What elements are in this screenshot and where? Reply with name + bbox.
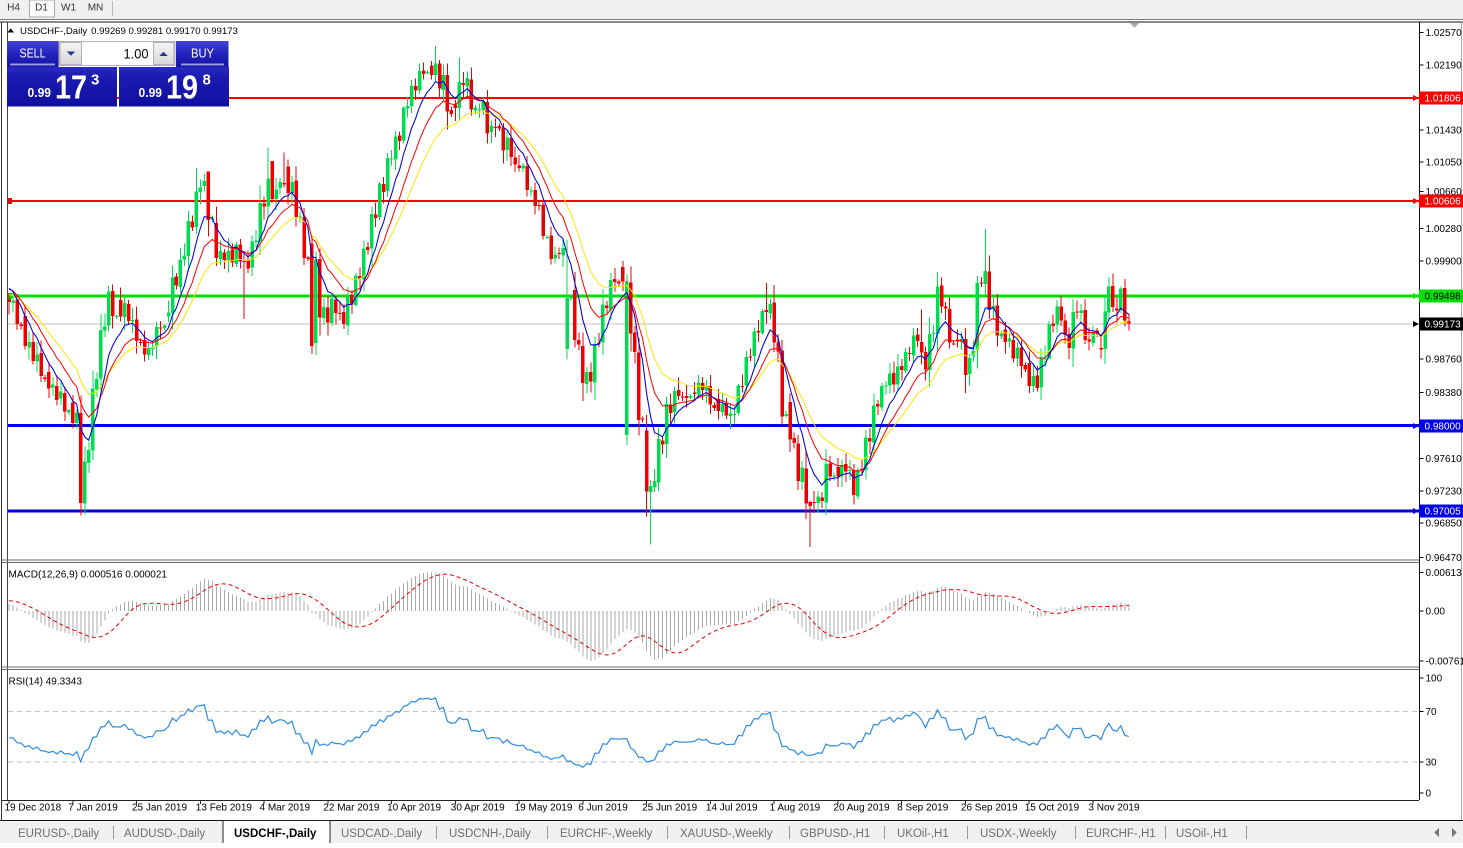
svg-text:USDX-,Weekly: USDX-,Weekly: [980, 828, 1057, 840]
svg-text:8 Sep 2019: 8 Sep 2019: [897, 803, 949, 814]
svg-text:1.01806: 1.01806: [1425, 94, 1462, 105]
svg-text:BUY: BUY: [191, 47, 215, 61]
svg-text:MN: MN: [88, 3, 104, 14]
svg-text:4 Mar 2019: 4 Mar 2019: [260, 803, 311, 814]
svg-text:EURCHF-,Weekly: EURCHF-,Weekly: [560, 828, 653, 840]
svg-text:3: 3: [91, 72, 99, 89]
svg-text:15 Oct 2019: 15 Oct 2019: [1025, 803, 1080, 814]
svg-text:USDCHF-,Daily: USDCHF-,Daily: [234, 828, 317, 840]
svg-text:30 Apr 2019: 30 Apr 2019: [451, 803, 505, 814]
svg-text:MACD(12,26,9) 0.000516 0.00002: MACD(12,26,9) 0.000516 0.000021: [9, 570, 168, 581]
svg-text:AUDUSD-,Daily: AUDUSD-,Daily: [124, 828, 205, 840]
svg-text:1.01430: 1.01430: [1426, 126, 1463, 137]
svg-text:0.98380: 0.98380: [1426, 388, 1463, 399]
svg-text:0.97610: 0.97610: [1426, 454, 1463, 465]
svg-text:1.00280: 1.00280: [1426, 224, 1463, 235]
svg-text:0.00: 0.00: [1426, 607, 1446, 618]
svg-text:1.00: 1.00: [124, 46, 149, 62]
svg-text:W1: W1: [61, 3, 76, 14]
svg-text:7 Jan 2019: 7 Jan 2019: [68, 803, 118, 814]
svg-text:1.01050: 1.01050: [1426, 158, 1463, 169]
svg-text:3 Nov 2019: 3 Nov 2019: [1088, 803, 1140, 814]
svg-text:19 Dec 2018: 19 Dec 2018: [5, 803, 62, 814]
svg-text:1.02190: 1.02190: [1426, 61, 1463, 72]
svg-text:RSI(14) 49.3343: RSI(14) 49.3343: [9, 677, 83, 688]
svg-text:USDCAD-,Daily: USDCAD-,Daily: [341, 828, 422, 840]
svg-text:0: 0: [1426, 789, 1432, 800]
svg-text:0.99: 0.99: [139, 85, 163, 100]
svg-text:USDCNH-,Daily: USDCNH-,Daily: [449, 828, 531, 840]
svg-text:22 Mar 2019: 22 Mar 2019: [323, 803, 380, 814]
svg-text:0.96850: 0.96850: [1426, 519, 1463, 530]
svg-text:20 Aug 2019: 20 Aug 2019: [833, 803, 890, 814]
svg-text:10 Apr 2019: 10 Apr 2019: [387, 803, 441, 814]
svg-text:19: 19: [166, 69, 198, 106]
svg-text:0.99173: 0.99173: [1425, 320, 1462, 331]
svg-text:EURCHF-,H1: EURCHF-,H1: [1086, 828, 1156, 840]
svg-text:30: 30: [1426, 758, 1438, 769]
svg-text:26 Sep 2019: 26 Sep 2019: [961, 803, 1018, 814]
svg-text:GBPUSD-,H1: GBPUSD-,H1: [800, 828, 870, 840]
svg-text:SELL: SELL: [20, 47, 46, 61]
svg-text:0.97005: 0.97005: [1425, 507, 1462, 518]
svg-text:19 May 2019: 19 May 2019: [515, 803, 573, 814]
svg-text:0.96470: 0.96470: [1426, 553, 1463, 564]
svg-text:0.99900: 0.99900: [1426, 257, 1463, 268]
svg-text:8: 8: [203, 72, 211, 89]
svg-text:1.00606: 1.00606: [1425, 197, 1462, 208]
svg-text:100: 100: [1426, 674, 1443, 685]
svg-text:1 Aug 2019: 1 Aug 2019: [770, 803, 821, 814]
svg-text:70: 70: [1426, 707, 1438, 718]
svg-text:UKOil-,H1: UKOil-,H1: [897, 828, 949, 840]
svg-text:17: 17: [55, 69, 87, 106]
svg-text:USOil-,H1: USOil-,H1: [1176, 828, 1228, 840]
svg-text:D1: D1: [35, 3, 48, 14]
svg-text:XAUUSD-,Weekly: XAUUSD-,Weekly: [680, 828, 773, 840]
svg-text:1.02570: 1.02570: [1426, 28, 1463, 39]
svg-text:14 Jul 2019: 14 Jul 2019: [706, 803, 758, 814]
svg-text:0.00613: 0.00613: [1426, 568, 1463, 579]
svg-text:25 Jun 2019: 25 Jun 2019: [642, 803, 697, 814]
svg-text:13 Feb 2019: 13 Feb 2019: [196, 803, 253, 814]
svg-text:EURUSD-,Daily: EURUSD-,Daily: [18, 828, 99, 840]
svg-text:0.98000: 0.98000: [1425, 422, 1462, 433]
svg-text:0.97230: 0.97230: [1426, 487, 1463, 498]
svg-text:6 Jun 2019: 6 Jun 2019: [578, 803, 628, 814]
svg-text:-0.007612: -0.007612: [1426, 656, 1463, 667]
svg-text:0.98760: 0.98760: [1426, 355, 1463, 366]
svg-text:0.99: 0.99: [28, 85, 52, 100]
svg-text:H4: H4: [7, 3, 20, 14]
svg-text:0.99498: 0.99498: [1425, 292, 1462, 303]
svg-text:25 Jan 2019: 25 Jan 2019: [132, 803, 187, 814]
